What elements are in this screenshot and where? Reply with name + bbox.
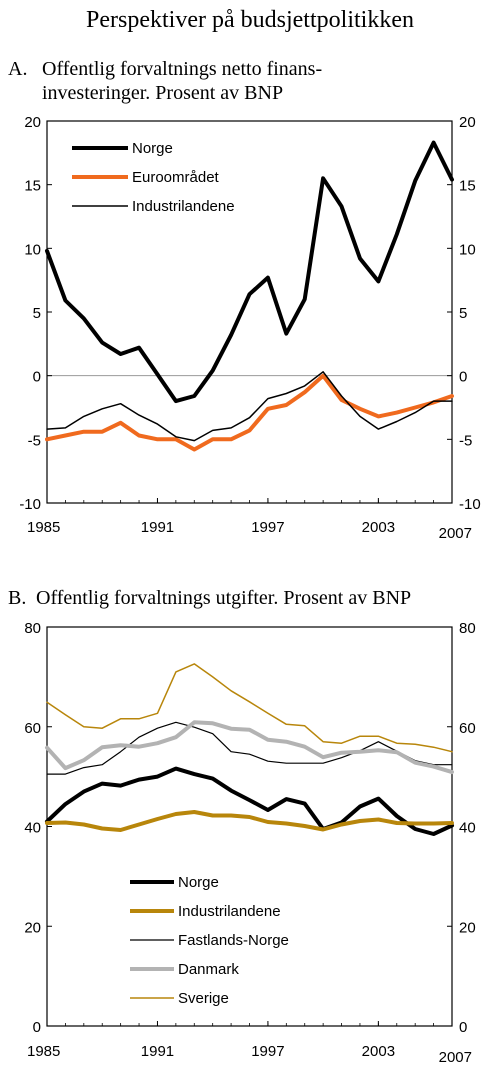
y-tick-label-left: 60 bbox=[24, 720, 41, 737]
x-tick-label: 2003 bbox=[362, 1043, 395, 1060]
x-tick-label: 2007 bbox=[439, 1049, 472, 1066]
x-tick-label: 1991 bbox=[141, 1043, 174, 1060]
x-tick-label: 1985 bbox=[27, 519, 60, 536]
legend-label: Industrilandene bbox=[132, 198, 235, 215]
panel-b-chart: B. Offentlig forvaltnings utgifter. Pros… bbox=[8, 587, 476, 1066]
y-tick-label-left: 80 bbox=[24, 620, 41, 637]
y-tick-label-left: 5 bbox=[33, 305, 41, 322]
series-line-sverige bbox=[46, 663, 453, 753]
panel-a-chart: A. Offentlig forvaltnings netto finans- … bbox=[8, 58, 481, 542]
legend-label: Fastlands-Norge bbox=[178, 932, 289, 949]
panel-b-label: B. bbox=[8, 587, 26, 609]
y-tick-label-left: 20 bbox=[24, 114, 41, 131]
legend-label: Norge bbox=[132, 140, 173, 157]
x-tick-label: 1991 bbox=[141, 519, 174, 536]
x-tick-label: 1985 bbox=[27, 1043, 60, 1060]
y-tick-label-right: 40 bbox=[459, 820, 476, 837]
series-line-norge bbox=[45, 766, 454, 836]
y-tick-label-left: 0 bbox=[33, 1019, 41, 1036]
y-tick-label-right: 5 bbox=[459, 305, 467, 322]
y-tick-label-right: 0 bbox=[459, 1019, 467, 1036]
legend-label: Euroområdet bbox=[132, 169, 220, 186]
x-tick-label: 1997 bbox=[251, 519, 284, 536]
x-tick-label: 2007 bbox=[439, 525, 472, 542]
panel-a-label: A. bbox=[8, 58, 27, 80]
y-tick-label-right: 20 bbox=[459, 114, 476, 131]
y-tick-label-right: -10 bbox=[459, 496, 481, 513]
series-line-danmark bbox=[45, 720, 454, 775]
legend-label: Industrilandene bbox=[178, 903, 281, 920]
panel-a-title-line2: investeringer. Prosent av BNP bbox=[42, 82, 283, 104]
series-line-euroomr-det bbox=[45, 373, 454, 452]
plot-frame bbox=[46, 626, 453, 1027]
x-tick-label: 1997 bbox=[251, 1043, 284, 1060]
legend-label: Norge bbox=[178, 874, 219, 891]
x-tick-label: 2003 bbox=[362, 519, 395, 536]
series-line-industrilandene bbox=[45, 810, 454, 832]
y-tick-label-right: 60 bbox=[459, 720, 476, 737]
y-tick-label-left: 0 bbox=[33, 369, 41, 386]
y-tick-label-left: 40 bbox=[24, 820, 41, 837]
y-tick-label-right: 20 bbox=[459, 919, 476, 936]
y-tick-label-right: -5 bbox=[459, 432, 472, 449]
y-tick-label-left: -10 bbox=[19, 496, 41, 513]
legend-label: Danmark bbox=[178, 961, 239, 978]
y-tick-label-left: 15 bbox=[24, 178, 41, 195]
y-tick-label-right: 80 bbox=[459, 620, 476, 637]
series-line-norge bbox=[45, 140, 454, 404]
panel-b-title: Offentlig forvaltnings utgifter. Prosent… bbox=[36, 587, 411, 609]
series-line-fastlands-norge bbox=[46, 721, 453, 775]
y-tick-label-right: 10 bbox=[459, 241, 476, 258]
y-tick-label-left: 10 bbox=[24, 241, 41, 258]
legend-label: Sverige bbox=[178, 990, 229, 1007]
series-line-industrilandene bbox=[46, 371, 453, 442]
y-tick-label-left: -5 bbox=[28, 432, 41, 449]
figure-title: Perspektiver på budsjettpolitikken bbox=[86, 7, 414, 33]
y-tick-label-right: 0 bbox=[459, 369, 467, 386]
panel-a-title: Offentlig forvaltnings netto finans- bbox=[42, 58, 322, 80]
y-tick-label-left: 20 bbox=[24, 919, 41, 936]
y-tick-label-right: 15 bbox=[459, 178, 476, 195]
